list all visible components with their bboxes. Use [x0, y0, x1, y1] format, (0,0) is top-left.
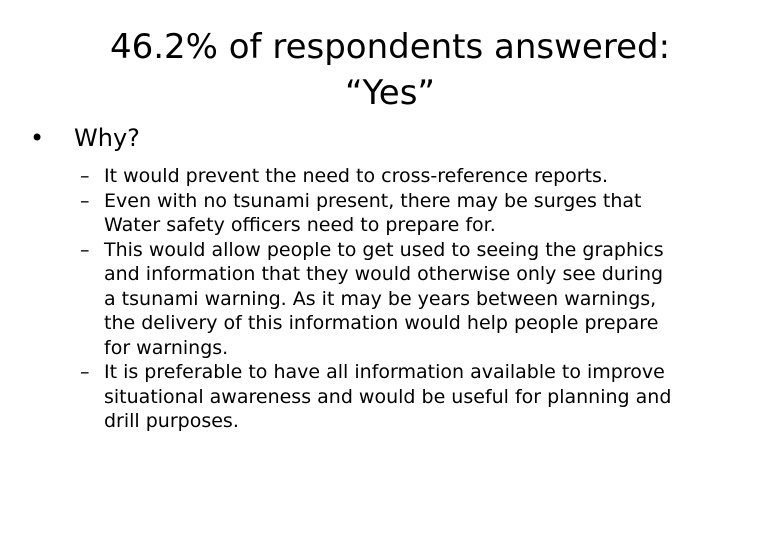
reason-line: Water safety officers need to prepare fo…	[104, 214, 496, 236]
slide-title-line-1: 46.2% of respondents answered:	[109, 27, 671, 67]
dash-icon: –	[80, 165, 90, 187]
reason-line: It would prevent the need to cross-refer…	[104, 165, 608, 187]
reason-line: and information that they would otherwis…	[104, 263, 664, 285]
dash-icon: –	[80, 361, 90, 383]
dash-icon: –	[80, 189, 90, 212]
reason-item: – It would prevent the need to cross-ref…	[80, 164, 750, 189]
reason-item: – It is preferable to have all informati…	[80, 360, 750, 434]
reasons-list: – It would prevent the need to cross-ref…	[80, 164, 750, 434]
reason-line: drill purposes.	[104, 410, 239, 432]
reason-line: This would allow people to get used to s…	[104, 238, 664, 261]
reason-line: a tsunami warning. As it may be years be…	[104, 287, 657, 310]
reason-item: – This would allow people to get used to…	[80, 238, 750, 361]
reason-line: It is preferable to have all information…	[104, 361, 665, 383]
reason-line: for warnings.	[104, 336, 229, 359]
reason-line: situational awareness and would be usefu…	[104, 385, 672, 408]
reason-line: the delivery of this information would h…	[104, 312, 659, 334]
bullet-dot-icon: •	[30, 124, 45, 152]
dash-icon: –	[80, 238, 90, 261]
reason-item: – Even with no tsunami present, there ma…	[80, 189, 750, 238]
bullet-text: Why?	[74, 124, 140, 152]
slide-title-line-2: “Yes”	[344, 73, 436, 113]
reason-line: Even with no tsunami present, there may …	[104, 189, 642, 212]
